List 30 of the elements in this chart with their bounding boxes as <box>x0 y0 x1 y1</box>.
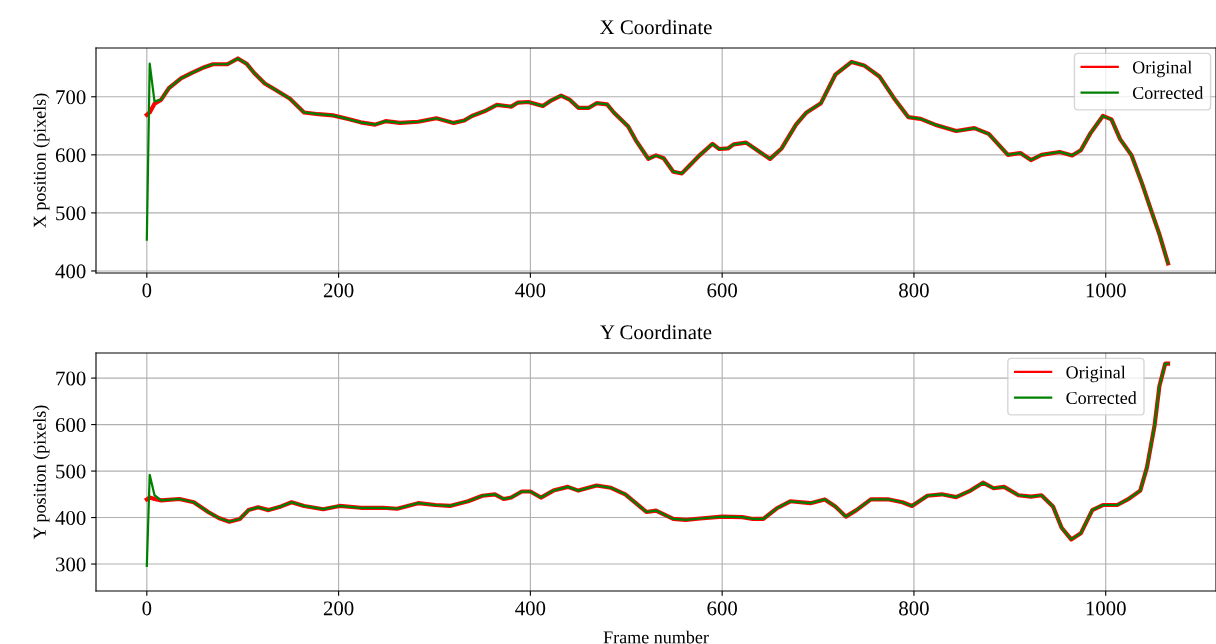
legend-label: Corrected <box>1066 391 1137 405</box>
x-tick-label: 400 <box>515 601 546 616</box>
x-tick-label: 0 <box>142 601 152 616</box>
y-tick-label: 500 <box>56 464 86 479</box>
y-tick-label: 400 <box>55 510 86 525</box>
x-tick-label: 800 <box>899 283 929 298</box>
legend-label: Corrected <box>1132 86 1204 100</box>
x-tick-label: 200 <box>323 601 354 616</box>
x-tick-label: 0 <box>142 283 152 298</box>
y-tick-label: 300 <box>56 557 86 572</box>
x-tick-label: 1000 <box>1086 283 1126 298</box>
y-tick-label: 400 <box>55 264 86 279</box>
y-tick-label: 700 <box>56 90 86 105</box>
y-axis-title: X position (pixels) <box>33 93 50 228</box>
chart-title: Y Coordinate <box>600 324 712 340</box>
x-tick-label: 400 <box>515 283 546 298</box>
y-tick-label: 600 <box>55 417 86 433</box>
legend-label: Original <box>1132 60 1192 78</box>
x-tick-label: 1000 <box>1086 601 1126 616</box>
y-tick-label: 600 <box>55 148 86 163</box>
x-tick-label: 600 <box>707 601 737 616</box>
chart-title: X Coordinate <box>600 19 712 35</box>
y-tick-label: 500 <box>56 206 86 221</box>
legend-label: Original <box>1066 365 1126 383</box>
y-tick-label: 700 <box>56 371 86 386</box>
y-axis-title: Y position (pixels) <box>33 405 50 540</box>
x-tick-label: 800 <box>899 601 929 616</box>
x-tick-label: 600 <box>707 283 737 298</box>
x-axis-title: Frame number <box>603 630 709 644</box>
x-tick-label: 200 <box>323 283 354 298</box>
